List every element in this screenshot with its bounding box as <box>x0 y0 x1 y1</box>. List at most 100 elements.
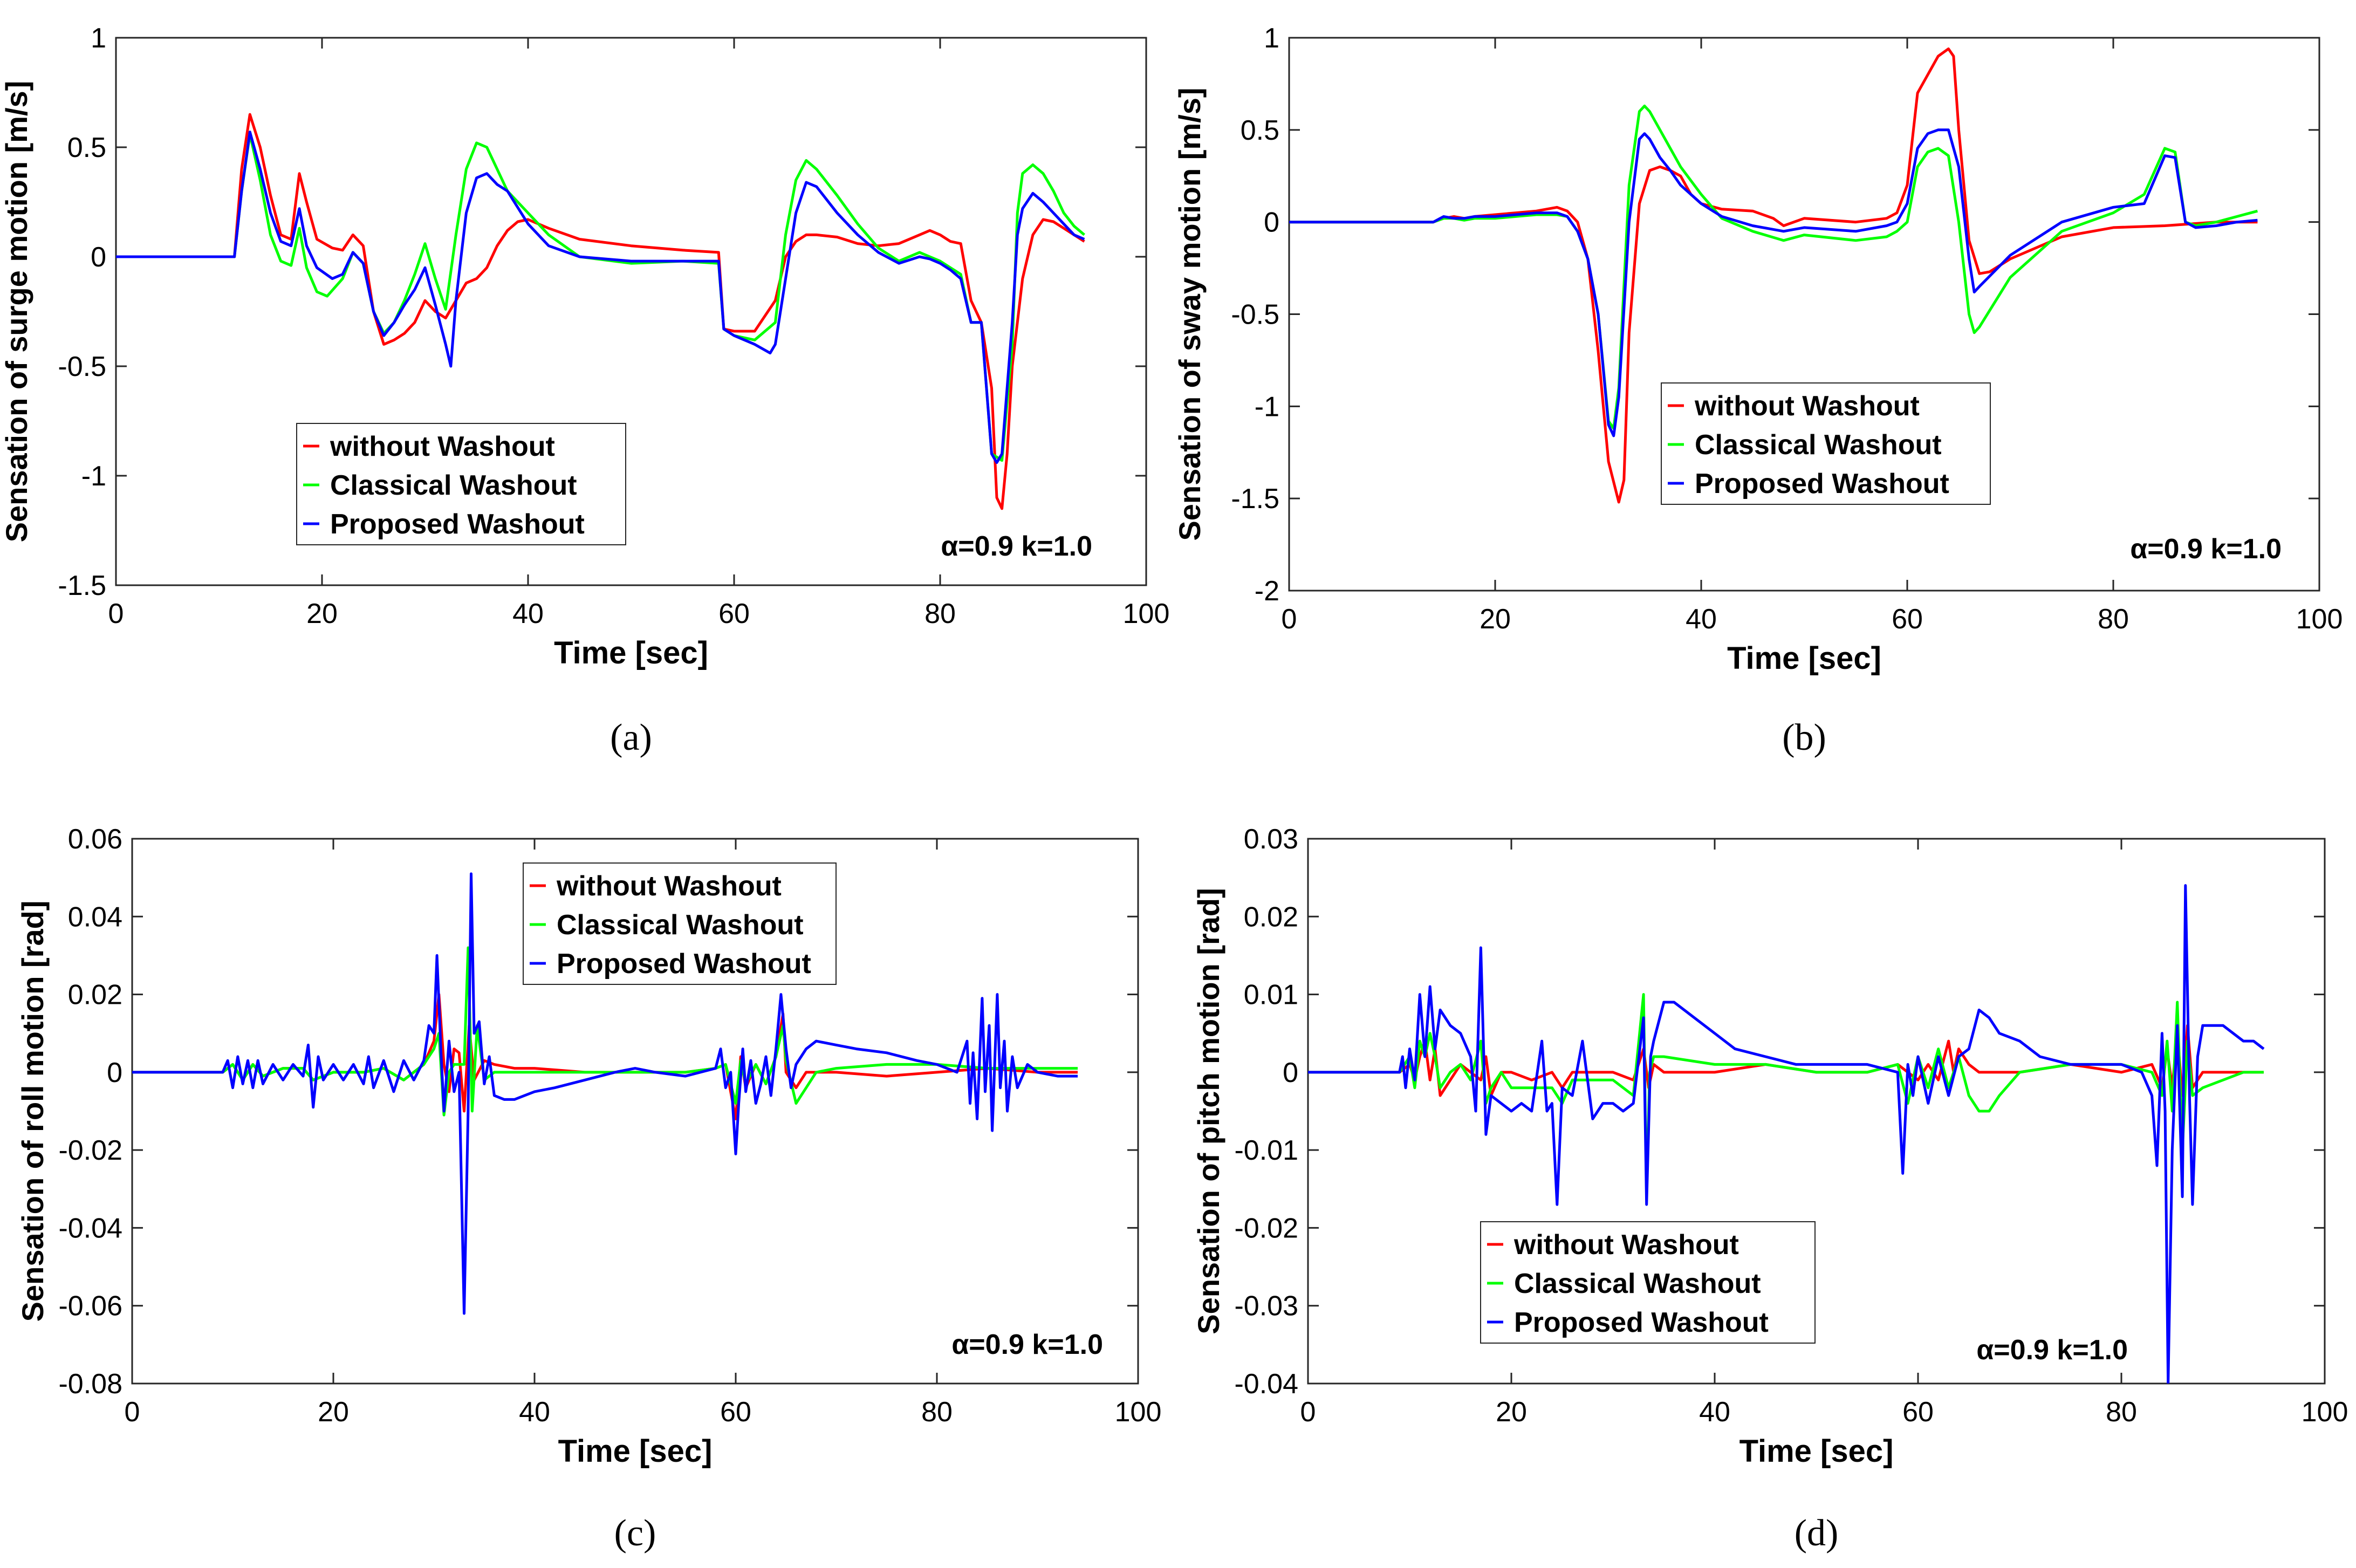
legend-label: Proposed Washout <box>557 948 811 980</box>
legend-label: without Washout <box>1513 1229 1739 1261</box>
series-line-proposed-washout <box>1308 884 2265 1384</box>
x-axis-label: Time [sec] <box>558 1434 713 1469</box>
x-tick-label: 40 <box>1699 1396 1730 1428</box>
legend-box <box>523 862 837 985</box>
legend-box <box>1661 382 1991 505</box>
series-line-proposed-washout <box>132 872 1078 1315</box>
legend-label: Proposed Washout <box>330 509 585 540</box>
y-tick-label: -0.5 <box>1231 299 1279 331</box>
series-group <box>116 113 1086 510</box>
x-tick-label: 0 <box>125 1396 140 1428</box>
x-axis-label: Time [sec] <box>1727 641 1881 676</box>
x-tick-label: 80 <box>2098 604 2129 635</box>
parameter-annotation: α=0.9 k=1.0 <box>1976 1334 2128 1366</box>
legend-label: Proposed Washout <box>1695 468 1949 499</box>
y-tick-label: 0.02 <box>1244 901 1298 933</box>
x-axis-label: Time [sec] <box>1739 1434 1894 1469</box>
y-tick-label: 0.06 <box>68 824 122 855</box>
legend: without Washout Classical Washout Proposed… <box>1661 382 1991 505</box>
y-tick-label: 0.03 <box>1244 824 1298 855</box>
legend: without Washout Classical Washout Proposed… <box>1480 1221 1816 1344</box>
y-tick-label: -0.04 <box>1234 1368 1298 1400</box>
y-tick-label: -1 <box>1255 391 1279 422</box>
legend-label: Proposed Washout <box>1514 1307 1769 1338</box>
chart-panel-b: 0 20 40 60 80 100 -2 -1.5 -1 -0.5 0 0.5 1 Time [sec] S… <box>1173 23 2343 758</box>
panel-caption: (d) <box>1795 1512 1839 1554</box>
x-tick-label: 60 <box>1902 1396 1934 1428</box>
x-tick-label: 20 <box>1480 604 1511 635</box>
y-tick-label: 0.04 <box>68 901 122 933</box>
parameter-annotation: α=0.9 k=1.0 <box>941 531 1092 562</box>
plot-area <box>1307 838 2326 1385</box>
legend-label: without Washout <box>556 871 782 902</box>
x-tick-label: 40 <box>1686 604 1717 635</box>
x-tick-label: 100 <box>1123 598 1170 629</box>
y-tick-label: 1 <box>91 23 106 54</box>
y-tick-label: -1 <box>81 461 106 492</box>
panel-caption: (a) <box>610 717 652 758</box>
series-line-classical-washout <box>1289 104 2258 430</box>
y-tick-label: -0.04 <box>58 1213 122 1244</box>
x-tick-label: 20 <box>306 598 338 629</box>
legend-label: without Washout <box>330 431 555 462</box>
series-line-without-washout <box>116 113 1085 510</box>
legend-label: Classical Washout <box>557 909 804 941</box>
y-tick-label: 0 <box>107 1057 122 1088</box>
y-axis-label: Sensation of roll motion [rad] <box>16 901 50 1322</box>
y-tick-label: 0 <box>1283 1057 1298 1088</box>
plot-area <box>1288 37 2320 592</box>
x-tick-label: 0 <box>1300 1396 1316 1428</box>
y-tick-label: -1.5 <box>58 570 106 601</box>
y-tick-label: 0 <box>91 242 106 273</box>
chart-panel-d: 0 20 40 60 80 100 -0.04 -0.03 -0.02 -0.01 0 0.01 0.0… <box>1191 824 2348 1554</box>
panel-caption: (c) <box>614 1512 656 1554</box>
x-tick-label: 40 <box>512 598 544 629</box>
x-tick-label: 80 <box>921 1396 953 1428</box>
y-tick-label: 1 <box>1264 23 1279 54</box>
x-tick-label: 20 <box>318 1396 349 1428</box>
y-tick-label: -0.01 <box>1234 1135 1298 1166</box>
y-tick-label: 0.5 <box>67 132 106 163</box>
y-tick-label: -0.5 <box>58 351 106 382</box>
plot-area <box>115 37 1147 586</box>
legend: without Washout Classical Washout Proposed… <box>523 862 837 985</box>
legend-label: Classical Washout <box>1514 1268 1761 1299</box>
y-tick-label: 0.01 <box>1244 980 1298 1011</box>
y-tick-label: 0.5 <box>1241 115 1279 146</box>
y-tick-label: -0.02 <box>1234 1213 1298 1244</box>
y-tick-label: -0.02 <box>58 1135 122 1166</box>
series-group <box>132 872 1078 1315</box>
x-tick-label: 0 <box>108 598 124 629</box>
chart-panel-a: 0 20 40 60 80 100 -1.5 -1 -0.5 0 0.5 1 Time [sec] Sen… <box>0 23 1169 758</box>
y-axis-label: Sensation of pitch motion [rad] <box>1191 888 1225 1334</box>
series-line-proposed-washout <box>1289 128 2258 437</box>
series-line-proposed-washout <box>116 131 1085 464</box>
x-axis-label: Time [sec] <box>554 635 708 670</box>
x-tick-label: 80 <box>2106 1396 2137 1428</box>
parameter-annotation: α=0.9 k=1.0 <box>2130 533 2282 565</box>
x-tick-label: 60 <box>718 598 750 629</box>
x-tick-label: 20 <box>1496 1396 1527 1428</box>
x-tick-label: 100 <box>1115 1396 1162 1428</box>
x-tick-label: 100 <box>2302 1396 2348 1428</box>
x-tick-label: 40 <box>519 1396 550 1428</box>
y-axis-label: Sensation of sway motion [m/s] <box>1173 87 1207 540</box>
legend-label: Classical Washout <box>330 470 577 501</box>
chart-panel-c: 0 20 40 60 80 100 -0.08 -0.06 -0.04 -0.02 0 0.02 0.0… <box>16 824 1161 1554</box>
legend-box <box>296 423 626 545</box>
y-tick-label: 0 <box>1264 207 1279 238</box>
x-tick-label: 100 <box>2296 604 2343 635</box>
y-tick-label: -1.5 <box>1231 483 1279 515</box>
legend-label: without Washout <box>1694 391 1920 422</box>
y-tick-label: -0.03 <box>1234 1291 1298 1322</box>
y-tick-label: -0.08 <box>58 1368 122 1400</box>
y-tick-label: -2 <box>1255 576 1279 607</box>
x-tick-label: 80 <box>924 598 956 629</box>
legend-label: Classical Washout <box>1695 429 1942 461</box>
y-tick-label: -0.06 <box>58 1291 122 1322</box>
legend-box <box>1480 1221 1816 1344</box>
x-tick-label: 0 <box>1282 604 1297 635</box>
series-group <box>1308 884 2265 1384</box>
parameter-annotation: α=0.9 k=1.0 <box>951 1329 1103 1360</box>
